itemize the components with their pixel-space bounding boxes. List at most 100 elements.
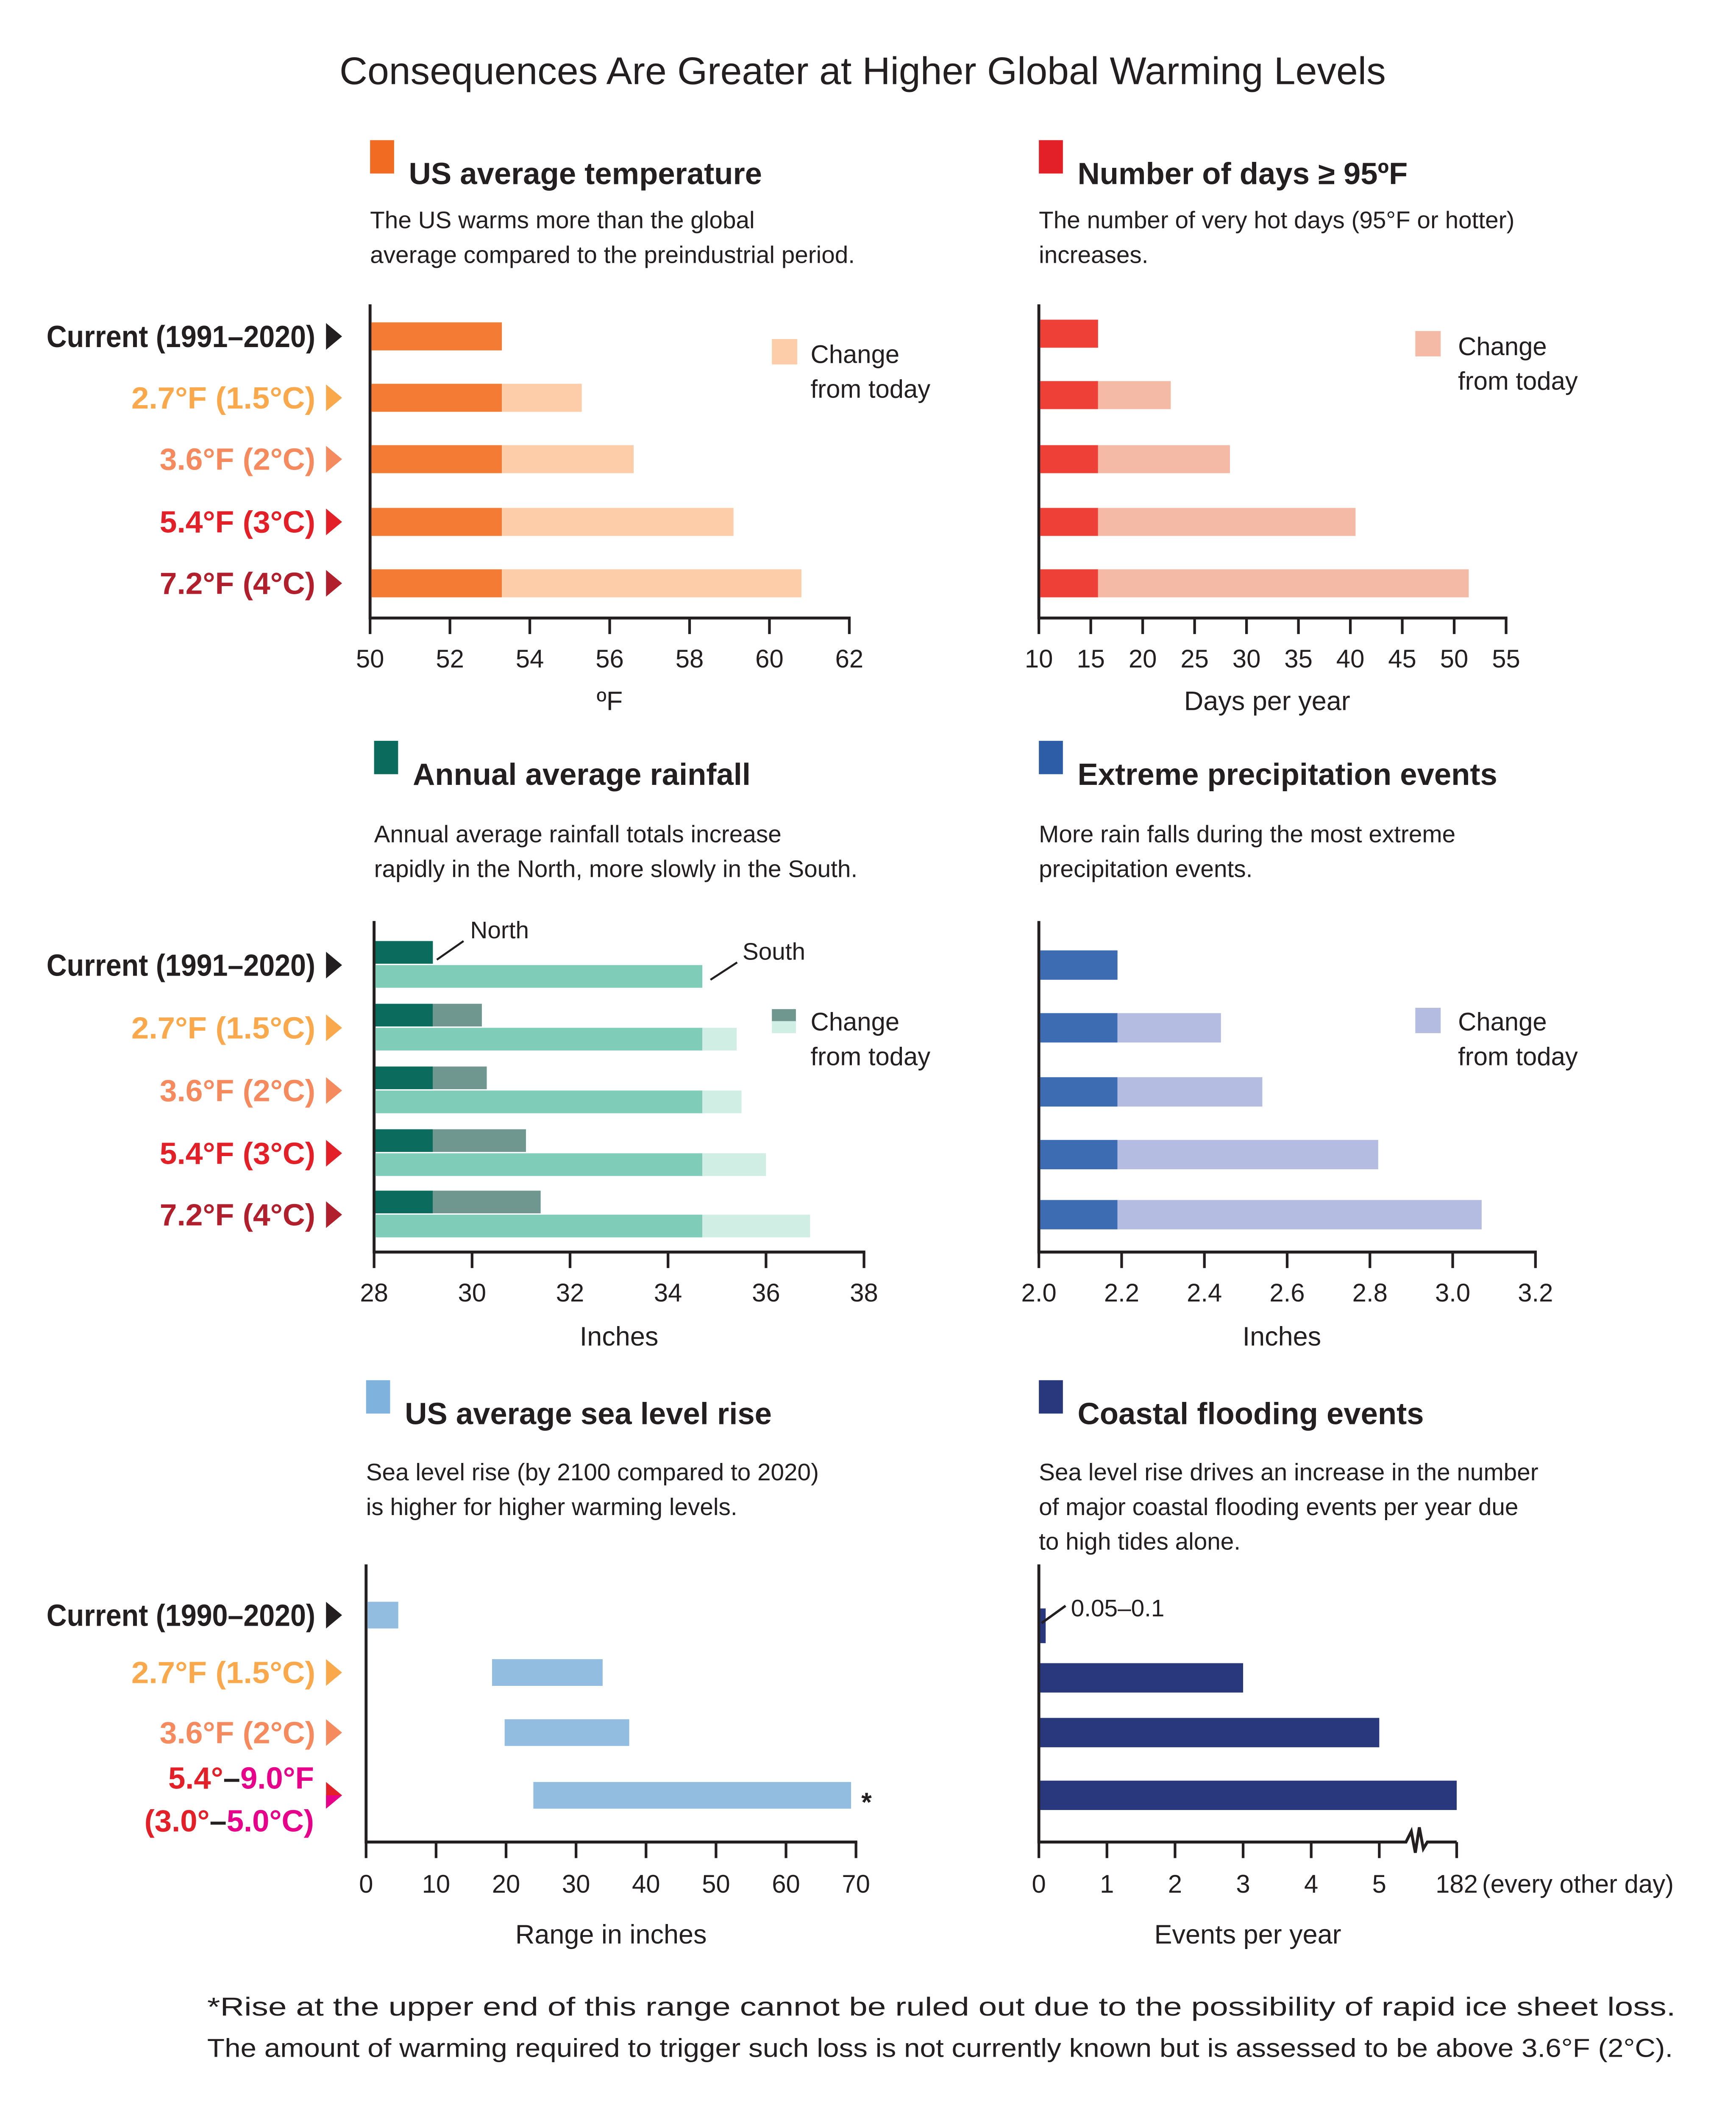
bar-current — [1040, 1200, 1118, 1229]
bar-change — [502, 384, 582, 412]
bar — [1040, 1718, 1380, 1747]
chart-subtitle-line: More rain falls during the most extreme — [1039, 821, 1455, 848]
row-label: 3.6°F (2°C) — [160, 1716, 315, 1750]
row-arrow-icon — [326, 1014, 342, 1041]
row-label-segment: 5.4° — [168, 1761, 223, 1796]
x-tick-label: 0 — [359, 1870, 373, 1898]
row-label: 3.6°F (2°C) — [160, 442, 315, 477]
x-tick-label: 2.6 — [1269, 1279, 1305, 1307]
row-label: 5.4°F (3°C) — [160, 1136, 315, 1171]
bar-change — [1117, 1013, 1221, 1043]
chart-subtitle-line: to high tides alone. — [1039, 1529, 1241, 1555]
row-label: 2.7°F (1.5°C) — [131, 1656, 315, 1690]
title-swatch — [1039, 741, 1063, 774]
range-bar — [492, 1659, 603, 1686]
row-arrow-icon — [326, 1795, 342, 1809]
row-label-segment: 5.0°C) — [227, 1804, 314, 1838]
row-arrow-icon — [326, 1602, 342, 1629]
north-label: North — [470, 917, 529, 944]
x-tick-label: 2.0 — [1021, 1279, 1057, 1307]
bar-current — [1040, 445, 1098, 473]
row-arrow-icon — [326, 509, 342, 536]
bar-current — [1040, 1013, 1118, 1043]
figure-title: Consequences Are Greater at Higher Globa… — [339, 49, 1386, 92]
row-label-line: 5.4°–9.0°F — [168, 1761, 314, 1796]
row-arrow-icon — [326, 445, 342, 473]
x-tick-label: 56 — [595, 645, 624, 673]
x-tick-label: 35 — [1284, 645, 1313, 673]
x-tick-label: 70 — [842, 1870, 870, 1898]
x-tick-label: 36 — [752, 1279, 780, 1307]
row-arrow-icon — [326, 1659, 342, 1686]
chart-subtitle-line: precipitation events. — [1039, 856, 1252, 882]
x-tick-label: 2.2 — [1104, 1279, 1139, 1307]
x-tick-label: 45 — [1388, 645, 1416, 673]
x-tick-label: 20 — [1129, 645, 1157, 673]
bar-current — [1040, 950, 1118, 980]
chart-subtitle-line: is higher for higher warming levels. — [366, 1494, 737, 1521]
x-tick-label: 38 — [850, 1279, 878, 1307]
bar-north-change — [433, 1066, 487, 1090]
bar-current — [1040, 1140, 1118, 1170]
x-axis-label: ºF — [597, 687, 623, 716]
x-tick-label: 50 — [702, 1870, 730, 1898]
row-label: 5.4°F (3°C) — [160, 505, 315, 539]
x-tick-label: 4 — [1304, 1870, 1318, 1898]
x-tick-label: 50 — [1440, 645, 1469, 673]
legend-label-line: from today — [811, 1042, 931, 1071]
bar-change — [1098, 445, 1230, 473]
x-tick-label: 28 — [360, 1279, 388, 1307]
x-tick-label: 55 — [1492, 645, 1520, 673]
chart-subtitle-line: of major coastal flooding events per yea… — [1039, 1494, 1518, 1521]
chart-title: US average sea level rise — [405, 1397, 772, 1431]
bar-south-change — [702, 1090, 742, 1113]
row-arrow-icon — [326, 384, 342, 412]
bar-south-current — [375, 1090, 703, 1113]
row-label: 2.7°F (1.5°C) — [131, 1011, 315, 1045]
chart-subtitle-line: Sea level rise drives an increase in the… — [1039, 1459, 1538, 1486]
x-tick-label: 30 — [562, 1870, 590, 1898]
chart-title: Annual average rainfall — [413, 757, 751, 792]
bar — [1040, 1663, 1244, 1693]
bar-change — [502, 445, 634, 473]
bar-north-current — [375, 1190, 433, 1214]
bar — [1040, 1780, 1457, 1810]
x-tick-label: 15 — [1077, 645, 1105, 673]
row-label-segment: – — [223, 1761, 240, 1796]
footnote-line-2: The amount of warming required to trigge… — [207, 2034, 1673, 2063]
row-arrow-icon — [326, 1719, 342, 1746]
x-tick-label: 50 — [356, 645, 384, 673]
bar-north-current — [375, 1004, 433, 1027]
x-tick-label: 1 — [1100, 1870, 1114, 1898]
x-tick-label: 62 — [835, 645, 864, 673]
bar-south-change — [702, 1028, 737, 1051]
title-swatch — [1039, 1380, 1063, 1414]
legend-swatch — [1415, 1007, 1441, 1033]
range-bar — [533, 1782, 851, 1809]
title-swatch — [366, 1380, 390, 1414]
bar-current — [1040, 569, 1098, 598]
x-tick-label: 2 — [1168, 1870, 1182, 1898]
row-arrow-icon — [326, 323, 342, 350]
legend-label-line: Change — [1458, 1008, 1547, 1036]
row-arrow-icon — [326, 951, 342, 979]
range-bar — [367, 1602, 398, 1629]
chart-subtitle-line: increases. — [1039, 242, 1148, 268]
bar-current — [1040, 381, 1098, 409]
x-tick-label: 182 — [1436, 1870, 1478, 1898]
chart-title: Extreme precipitation events — [1077, 757, 1497, 792]
bar-south-current — [375, 1153, 703, 1176]
row-label: 3.6°F (2°C) — [160, 1073, 315, 1108]
legend-label-line: from today — [811, 375, 931, 403]
legend-label-line: Change — [811, 1008, 900, 1036]
annotation-leader-line — [1040, 1604, 1066, 1624]
legend-swatch — [772, 339, 798, 364]
chart-subtitle-line: The number of very hot days (95°F or hot… — [1039, 207, 1514, 234]
bar-south-change — [702, 1153, 766, 1176]
row-label: 7.2°F (4°C) — [160, 1198, 315, 1232]
x-tick-label: 20 — [492, 1870, 520, 1898]
bar-change — [1098, 508, 1356, 536]
legend-label-line: Change — [1458, 332, 1547, 361]
legend-swatch-south — [772, 1021, 796, 1033]
bar-current — [371, 445, 502, 473]
